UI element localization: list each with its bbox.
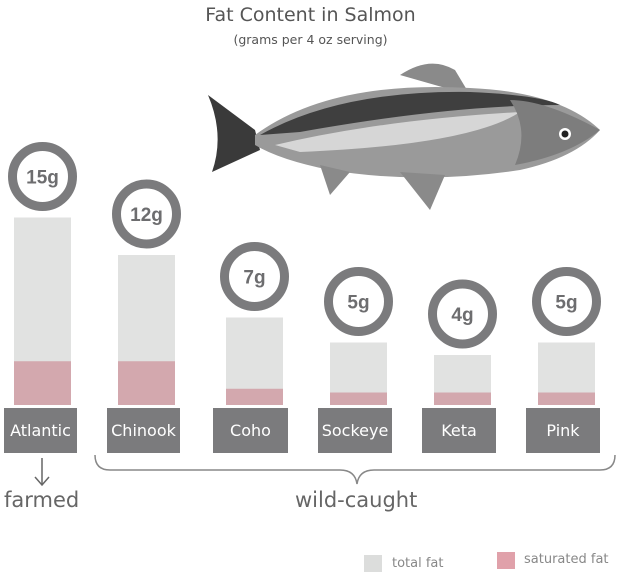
category-label-chinook: Chinook bbox=[107, 408, 180, 453]
value-ring-keta bbox=[428, 279, 497, 349]
data-label-sockeye: 5g bbox=[347, 293, 369, 314]
value-ring-pink bbox=[532, 267, 601, 336]
data-label-coho: 7g bbox=[243, 268, 265, 289]
value-ring-atlantic bbox=[8, 142, 77, 211]
legend-swatch-total-fat bbox=[364, 555, 382, 572]
category-label-sockeye: Sockeye bbox=[318, 408, 392, 453]
bar-saturated-fat-atlantic bbox=[14, 361, 71, 405]
legend-swatch-saturated-fat bbox=[497, 552, 515, 569]
bar-saturated-fat-coho bbox=[226, 388, 283, 405]
bar-saturated-fat-keta bbox=[434, 392, 491, 405]
category-label-coho: Coho bbox=[213, 408, 288, 453]
chart-subtitle: (grams per 4 oz serving) bbox=[233, 32, 388, 47]
chart-title: Fat Content in Salmon bbox=[205, 4, 416, 26]
legend-label-saturated-fat: saturated fat bbox=[524, 552, 609, 567]
wild-caught-brace bbox=[94, 454, 616, 485]
data-label-pink: 5g bbox=[555, 293, 577, 314]
farmed-arrow bbox=[34, 458, 50, 487]
data-label-chinook: 12g bbox=[130, 205, 163, 226]
data-label-keta: 4g bbox=[451, 305, 473, 326]
category-label-keta: Keta bbox=[422, 408, 496, 453]
value-ring-chinook bbox=[112, 179, 181, 249]
legend-label-total-fat: total fat bbox=[392, 556, 444, 571]
data-label-atlantic: 15g bbox=[26, 168, 59, 189]
category-label-atlantic: Atlantic bbox=[4, 408, 77, 453]
bar-saturated-fat-sockeye bbox=[330, 392, 387, 405]
salmon-fish-illustration bbox=[208, 63, 600, 210]
category-label-pink: Pink bbox=[526, 408, 600, 453]
bar-saturated-fat-pink bbox=[538, 392, 595, 405]
value-ring-coho bbox=[220, 242, 289, 311]
value-ring-sockeye bbox=[324, 267, 393, 336]
group-label-wild-caught: wild-caught bbox=[295, 488, 418, 512]
group-label-farmed: farmed bbox=[4, 488, 80, 512]
bar-saturated-fat-chinook bbox=[118, 361, 175, 405]
